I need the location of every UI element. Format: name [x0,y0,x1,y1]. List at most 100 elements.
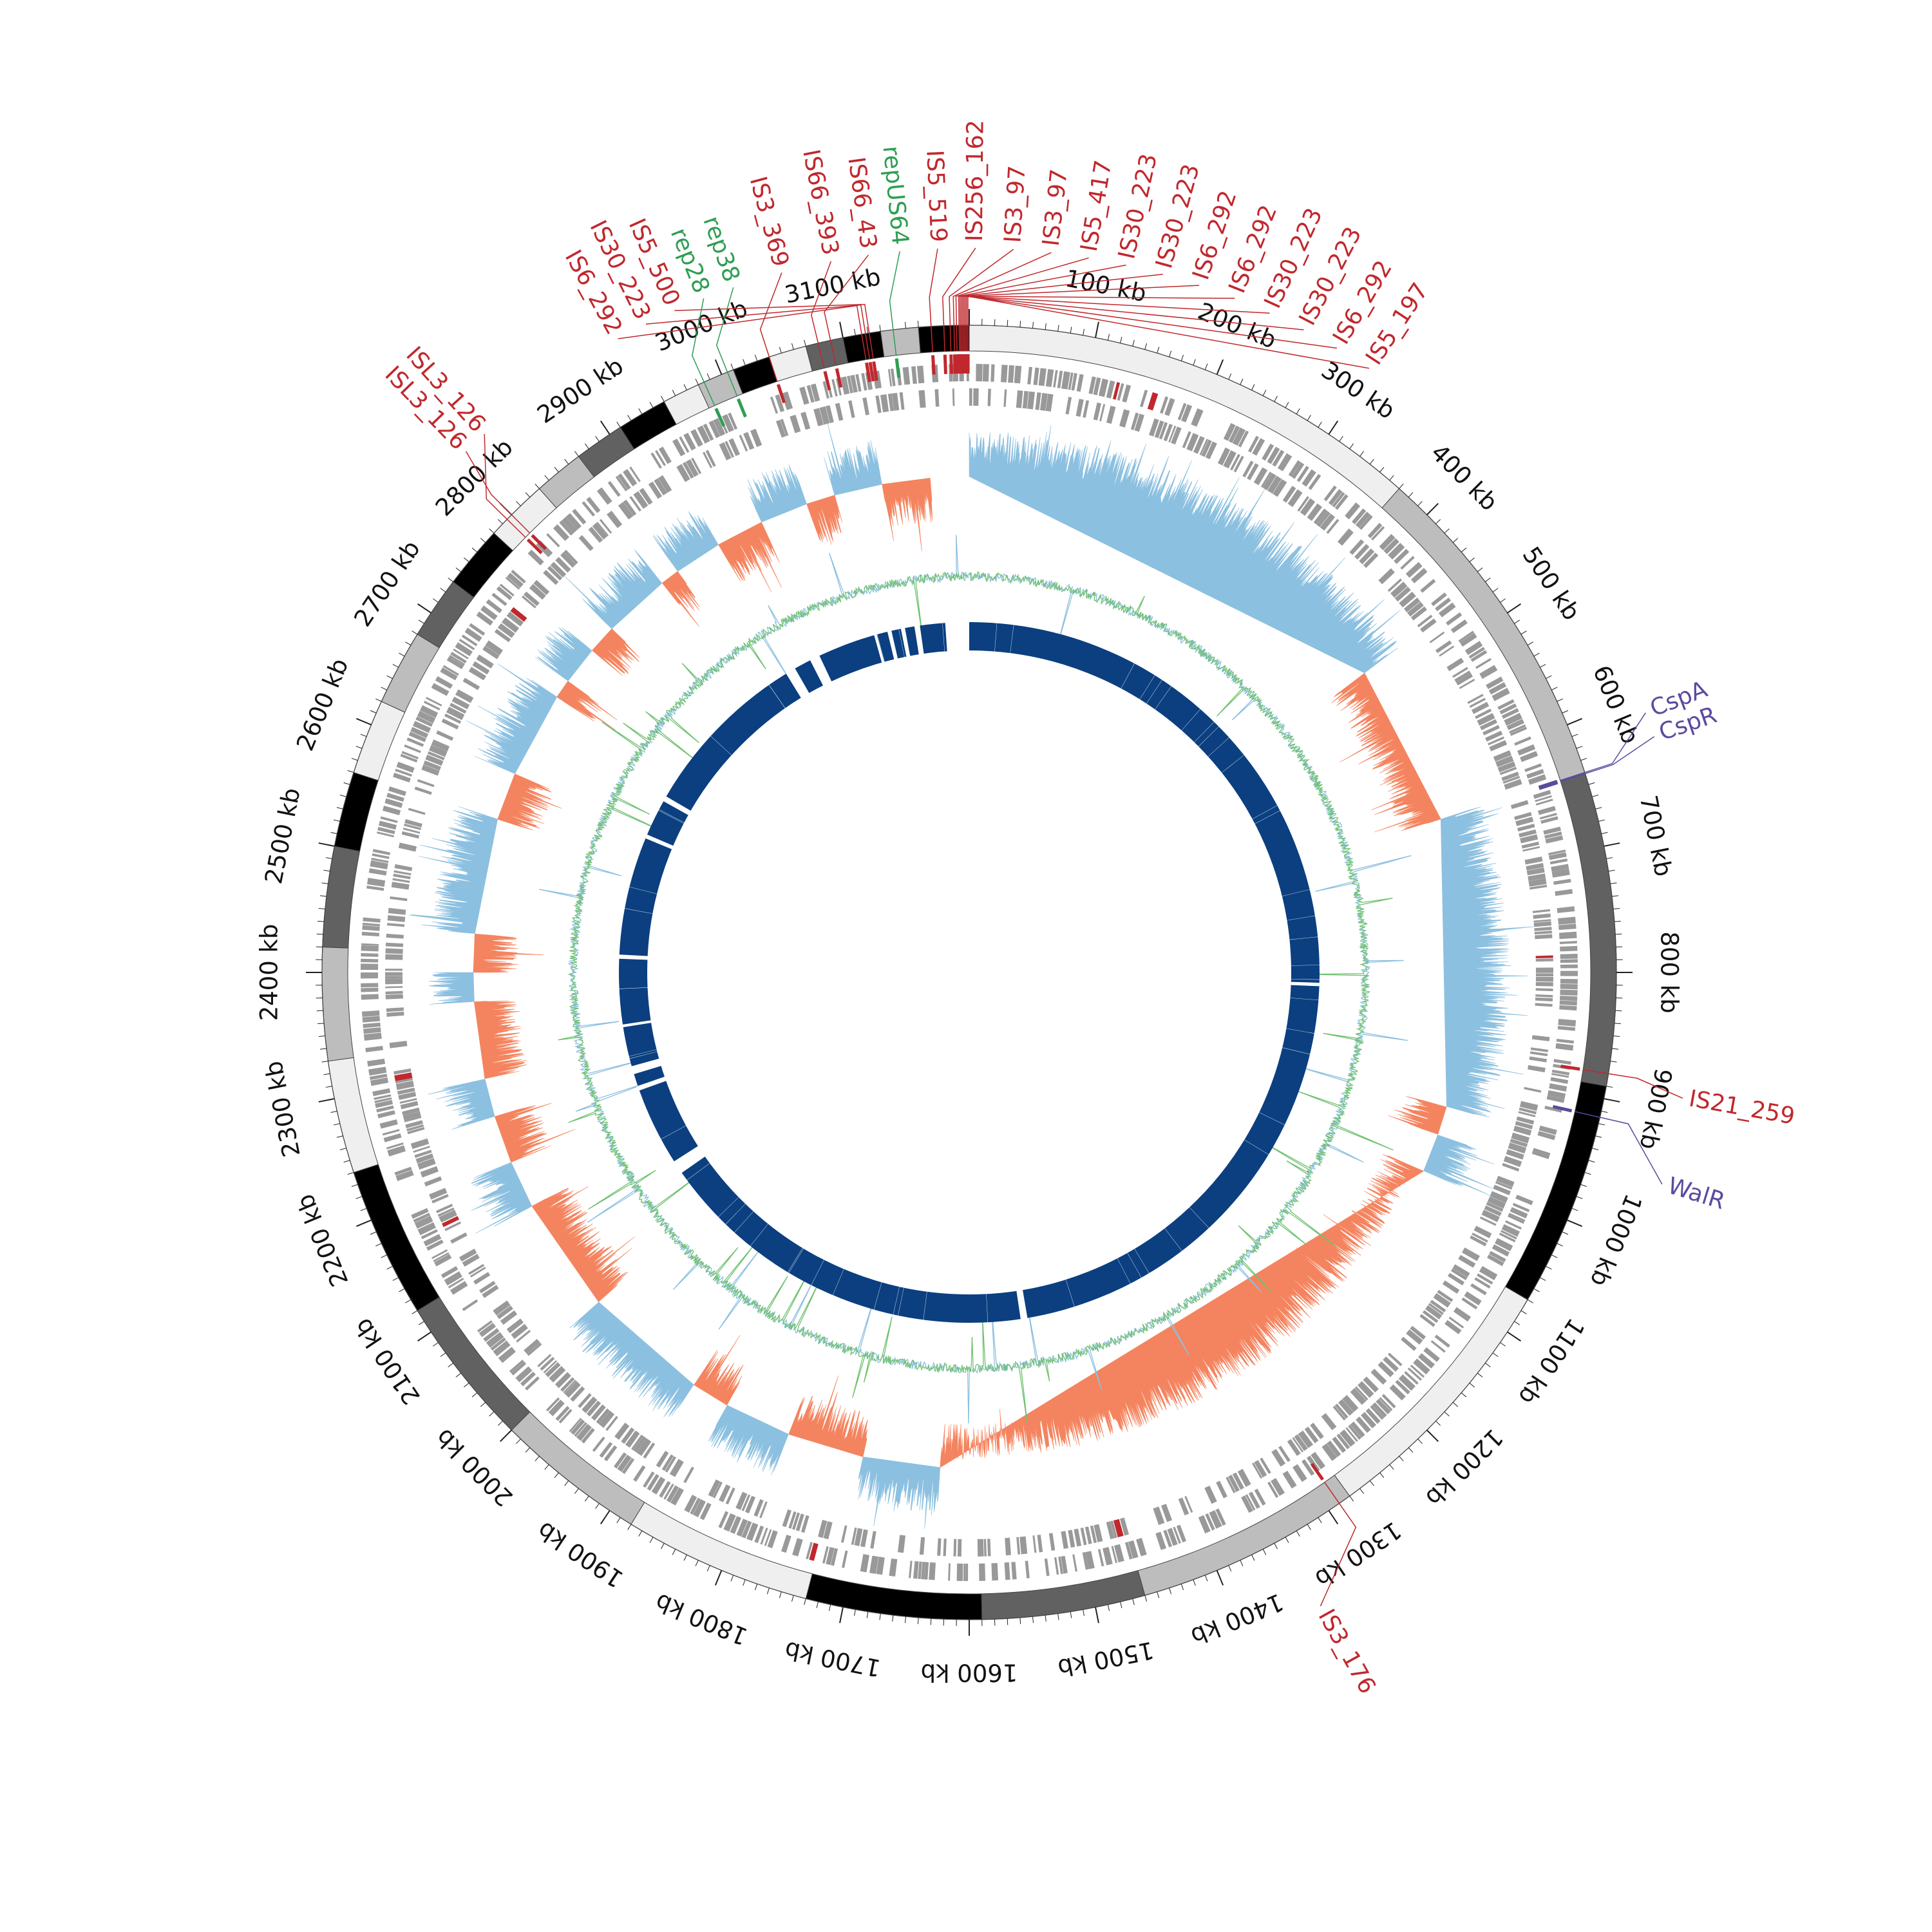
gene-forward [362,925,380,931]
annotation-leader [692,298,715,406]
minor-tick [1019,321,1021,328]
gene-forward [1388,542,1405,560]
minor-tick [854,1609,856,1616]
gene-forward [1302,1459,1315,1476]
minor-tick [1601,1110,1608,1113]
gene-forward [362,922,381,927]
gene-forward [505,576,520,590]
gene-forward [377,1110,395,1119]
gene-reverse [389,1041,408,1048]
gene-reverse [1399,591,1416,608]
gene-reverse [386,1007,404,1012]
gene-reverse [943,1539,947,1557]
contig-block-3 [1560,772,1617,1087]
gene-reverse [1401,1336,1417,1351]
annotation-leader [942,247,976,352]
gene-reverse [392,878,410,883]
gene-forward [368,1066,387,1076]
blast-gap-thin [628,886,659,895]
gene-reverse [501,617,520,633]
gene-reverse [1473,1226,1492,1238]
minor-tick [1032,321,1034,328]
blast-gap-thin [1285,915,1316,921]
gene-rings [361,364,1578,1581]
blast-gap-thin [1120,662,1135,690]
gene-reverse [394,1072,413,1082]
gene-forward [948,1563,951,1581]
minor-tick [343,782,350,785]
minor-tick [347,770,354,773]
gene-reverse [578,1393,592,1408]
gene-reverse [1502,775,1520,784]
gene-reverse [818,1519,828,1539]
gene-reverse [1149,418,1159,437]
gene-forward [923,1562,929,1580]
gene-forward [1407,1367,1423,1381]
gene-reverse [1168,425,1177,443]
gene-forward [1025,1560,1030,1578]
gene-forward [1510,726,1528,736]
gene-reverse [1048,1533,1056,1551]
minor-tick [1169,350,1172,357]
gene-reverse [385,969,403,971]
gene-reverse [1228,1474,1240,1492]
gene-reverse [1304,1426,1319,1444]
blast-gap-thin [1180,708,1202,732]
gene-reverse [427,751,445,761]
gene-reverse [1106,1521,1115,1540]
minor-tick [355,1196,363,1199]
gene-forward [1113,1544,1124,1563]
gene-forward [1551,869,1570,878]
gene-reverse [1232,1472,1244,1490]
gene-reverse [1363,1376,1379,1393]
gene-forward [1438,602,1456,618]
gene-reverse [1205,441,1217,460]
blast-gap-thin [618,987,649,989]
minor-tick [319,1048,327,1050]
gene-reverse [393,870,412,876]
gene-forward [374,1097,392,1103]
minor-tick [525,1447,531,1453]
gene-forward [1345,502,1361,520]
tick-label: 2300 kb [260,1059,306,1159]
gene-reverse [523,591,540,607]
gene-reverse [1450,1268,1468,1280]
gene-forward [464,627,482,642]
feature-marker [931,355,936,375]
gene-forward [1348,1425,1361,1440]
gene-forward [1423,1347,1440,1362]
gene-reverse [1486,1202,1504,1212]
gene-reverse [391,882,410,890]
gene-reverse [1065,397,1072,415]
minor-tick [1610,882,1617,884]
gene-reverse [413,1146,430,1153]
tick-label: 1900 kb [532,1516,628,1593]
gene-reverse [455,689,474,703]
annotation-leader [1320,1482,1357,1607]
gene-reverse [880,394,889,413]
gene-reverse [1159,422,1168,440]
minor-tick [440,1352,446,1358]
gene-forward [1510,1207,1528,1219]
gene-reverse [1499,766,1517,775]
gene-reverse [468,667,487,681]
gene-forward [1332,491,1345,507]
gene-forward [647,1473,659,1491]
gene-reverse [444,1221,461,1231]
annotation-leader [889,251,900,355]
minor-tick [627,1524,632,1530]
annotation-leader [715,287,738,397]
major-tick [1095,1607,1099,1624]
minor-tick [1070,1611,1072,1618]
gene-reverse [386,933,404,939]
gene-forward [410,726,429,739]
blast-gap-thin [1164,1227,1183,1253]
contig-block-14 [321,947,354,1062]
minor-tick [1083,328,1084,336]
minor-tick [564,459,569,465]
gene-reverse [934,389,940,407]
gene-forward [1164,398,1175,417]
gene-forward [1555,1043,1574,1051]
annotation-leader [959,274,1163,352]
contig-block-16 [334,772,379,852]
